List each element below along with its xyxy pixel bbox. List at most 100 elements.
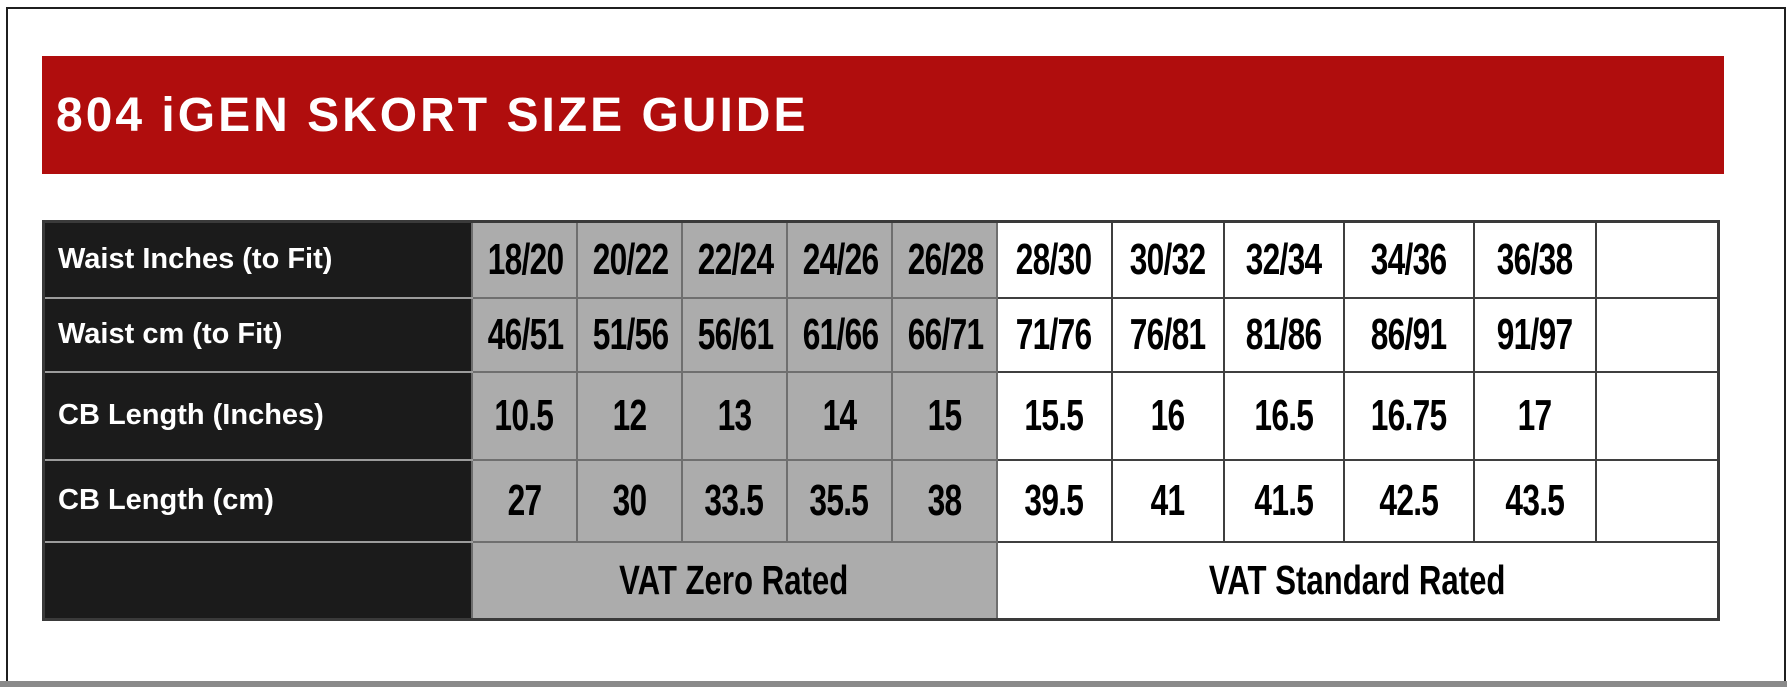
size-value-cell: 17	[1472, 370, 1597, 461]
size-value-cell: 86/91	[1342, 296, 1475, 373]
size-value: 15	[927, 390, 962, 440]
size-value-cell: 61/66	[785, 296, 893, 373]
size-value: 27	[507, 475, 542, 525]
size-value: 38	[927, 475, 962, 525]
size-value-cell: 15	[890, 370, 998, 461]
empty-cell	[1594, 458, 1720, 543]
size-value-cell: 38	[890, 458, 998, 543]
empty-cell	[1594, 296, 1720, 373]
size-value-cell: 22/24	[680, 220, 788, 299]
size-value: 66/71	[907, 309, 983, 359]
empty-label-cell	[43, 540, 473, 621]
table-row-4: CB Length (cm) 27 30 33.5 35.5 38 39.5 41 41.5 42…	[43, 458, 1720, 543]
size-value: 24/26	[802, 234, 878, 284]
vat-standard-rated-cell: VAT Standard Rated	[995, 540, 1720, 621]
size-guide-table: Waist Inches (to Fit) 18/20 20/22 22/24 24/2…	[42, 220, 1720, 621]
size-value-cell: 28/30	[995, 220, 1113, 299]
size-value-cell: 16	[1110, 370, 1225, 461]
size-value-cell: 16.5	[1222, 370, 1345, 461]
row-label: CB Length (cm)	[43, 458, 473, 543]
size-value-cell: 12	[575, 370, 683, 461]
size-value-cell: 33.5	[680, 458, 788, 543]
size-value: 22/24	[697, 234, 773, 284]
size-value: 56/61	[697, 309, 773, 359]
size-value-cell: 26/28	[890, 220, 998, 299]
size-value-cell: 42.5	[1342, 458, 1475, 543]
size-value-cell: 71/76	[995, 296, 1113, 373]
size-value-cell: 32/34	[1222, 220, 1345, 299]
size-value-cell: 41	[1110, 458, 1225, 543]
size-value-cell: 36/38	[1472, 220, 1597, 299]
size-value: 39.5	[1024, 475, 1084, 525]
row-label: Waist Inches (to Fit)	[43, 220, 473, 299]
table-row-2: Waist cm (to Fit) 46/51 51/56 56/61 61/66 66/…	[43, 296, 1720, 373]
size-value-cell: 13	[680, 370, 788, 461]
size-value-cell: 46/51	[470, 296, 578, 373]
table-row-1: Waist Inches (to Fit) 18/20 20/22 22/24 24/2…	[43, 220, 1720, 299]
size-value-cell: 51/56	[575, 296, 683, 373]
title-banner: 804 iGEN SKORT SIZE GUIDE	[42, 56, 1724, 174]
size-value: 13	[717, 390, 752, 440]
row-label: Waist cm (to Fit)	[43, 296, 473, 373]
size-value: 43.5	[1505, 475, 1564, 525]
size-value-cell: 43.5	[1472, 458, 1597, 543]
size-value-cell: 34/36	[1342, 220, 1475, 299]
size-value: 42.5	[1379, 475, 1438, 525]
size-value: 20/22	[592, 234, 668, 284]
size-value-cell: 56/61	[680, 296, 788, 373]
size-value: 30	[612, 475, 647, 525]
size-value: 86/91	[1370, 309, 1447, 359]
vat-zero-rated-label: VAT Zero Rated	[619, 556, 849, 603]
size-value: 14	[822, 390, 857, 440]
size-value-cell: 41.5	[1222, 458, 1345, 543]
size-value-cell: 15.5	[995, 370, 1113, 461]
size-value-cell: 14	[785, 370, 893, 461]
size-value: 17	[1517, 390, 1553, 440]
size-value: 61/66	[802, 309, 878, 359]
page-title: 804 iGEN SKORT SIZE GUIDE	[56, 88, 809, 142]
size-value-cell: 27	[470, 458, 578, 543]
size-value-cell: 30/32	[1110, 220, 1225, 299]
size-value: 35.5	[809, 475, 869, 525]
size-value: 12	[612, 390, 647, 440]
size-value: 10.5	[494, 390, 554, 440]
size-value-cell: 76/81	[1110, 296, 1225, 373]
vat-standard-rated-label: VAT Standard Rated	[1208, 556, 1506, 603]
size-value-cell: 81/86	[1222, 296, 1345, 373]
empty-cell	[1594, 370, 1720, 461]
size-value-cell: 24/26	[785, 220, 893, 299]
size-value-cell: 66/71	[890, 296, 998, 373]
size-value: 33.5	[704, 475, 764, 525]
size-value: 28/30	[1016, 234, 1092, 284]
size-value: 16.5	[1254, 390, 1313, 440]
size-value: 41	[1150, 475, 1186, 525]
size-value: 32/34	[1245, 234, 1322, 284]
size-value: 51/56	[592, 309, 668, 359]
empty-cell	[1594, 220, 1720, 299]
bottom-border-bar	[0, 681, 1787, 687]
vat-zero-rated-cell: VAT Zero Rated	[470, 540, 998, 621]
size-value: 30/32	[1129, 234, 1206, 284]
size-value: 46/51	[487, 309, 563, 359]
size-value: 76/81	[1129, 309, 1206, 359]
size-value: 18/20	[487, 234, 563, 284]
size-value-cell: 20/22	[575, 220, 683, 299]
size-value-cell: 18/20	[470, 220, 578, 299]
size-value-cell: 30	[575, 458, 683, 543]
vat-row: VAT Zero Rated VAT Standard Rated	[43, 540, 1720, 621]
row-label: CB Length (Inches)	[43, 370, 473, 461]
size-value: 16	[1150, 390, 1186, 440]
size-value-cell: 16.75	[1342, 370, 1475, 461]
size-value-cell: 91/97	[1472, 296, 1597, 373]
size-value-cell: 39.5	[995, 458, 1113, 543]
size-value: 71/76	[1016, 309, 1092, 359]
size-value: 15.5	[1024, 390, 1084, 440]
size-value-cell: 10.5	[470, 370, 578, 461]
size-value: 41.5	[1254, 475, 1313, 525]
size-value: 91/97	[1496, 309, 1573, 359]
size-value: 34/36	[1370, 234, 1447, 284]
size-value-cell: 35.5	[785, 458, 893, 543]
size-value: 36/38	[1496, 234, 1573, 284]
size-value: 26/28	[907, 234, 983, 284]
